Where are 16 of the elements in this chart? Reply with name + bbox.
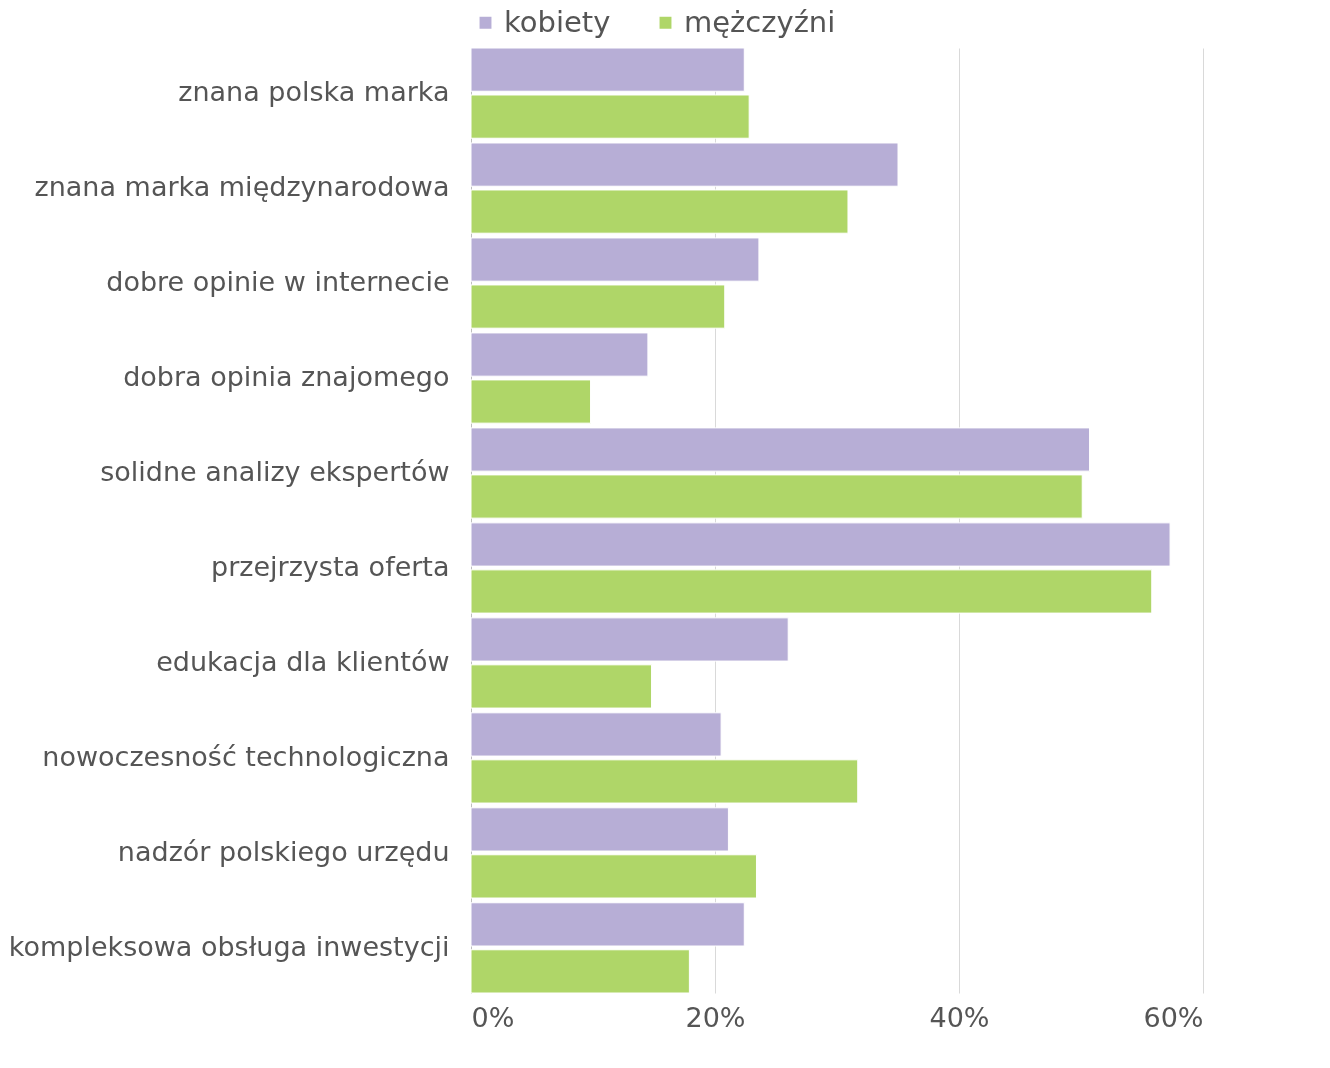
y-tick-label: nowoczesność technologiczna	[42, 740, 450, 772]
y-tick-label: znana marka międzynarodowa	[34, 171, 450, 203]
x-tick-label: 0%	[471, 1001, 515, 1033]
y-tick-label: edukacja dla klientów	[156, 645, 450, 677]
y-tick-label: dobre opinie w internecie	[106, 266, 450, 298]
x-tick-label: 40%	[929, 1001, 990, 1033]
y-tick-label: nadzór polskiego urzędu	[117, 835, 450, 867]
legend-label: kobiety	[504, 4, 611, 39]
x-tick-label: 20%	[685, 1001, 746, 1033]
y-tick-label: znana polska marka	[178, 76, 450, 108]
y-tick-label: solidne analizy ekspertów	[100, 456, 450, 488]
legend-label: mężczyźni	[684, 4, 836, 39]
x-tick-label: 60%	[1143, 1001, 1204, 1033]
y-tick-label: dobra opinia znajomego	[123, 361, 450, 393]
y-tick-label: kompleksowa obsługa inwestycji	[8, 930, 450, 962]
y-tick-label: przejrzysta oferta	[211, 550, 450, 582]
